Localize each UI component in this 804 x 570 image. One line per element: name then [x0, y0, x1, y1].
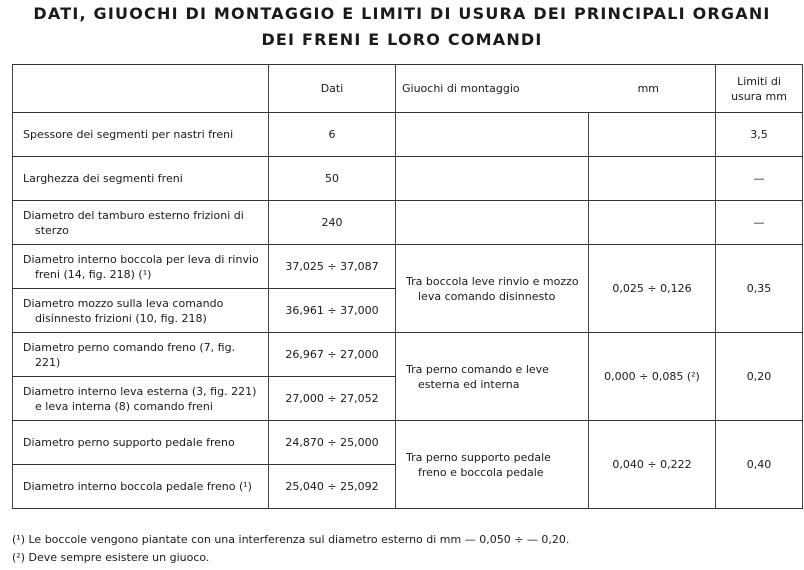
group-limite: 0,40	[715, 420, 803, 509]
title-line-2: DEI FRENI E LORO COMANDI	[261, 30, 543, 49]
empty-cell	[395, 200, 589, 245]
table-row: Spessore dei segmenti per nastri freni 6…	[12, 112, 803, 157]
header-empty	[12, 64, 269, 113]
table-row: Diametro interno boccola pedale freno (¹…	[12, 464, 803, 509]
row-desc: Diametro interno leva esterna (3, fig. 2…	[12, 376, 269, 421]
group-giuoco: Tra boccola leve rinvio e mozzo leva com…	[395, 244, 589, 333]
footnote-2: (²) Deve sempre esistere un giuoco.	[12, 551, 210, 564]
header-limiti: Limiti di usura mm	[715, 64, 803, 113]
row-dati: 36,961 ÷ 37,000	[268, 288, 396, 333]
table-row: Larghezza dei segmenti freni 50 —	[12, 156, 803, 201]
group-mm: 0,025 ÷ 0,126	[588, 244, 716, 333]
row-dati: 24,870 ÷ 25,000	[268, 420, 396, 465]
title-line-1: DATI, GIUOCHI DI MONTAGGIO E LIMITI DI U…	[33, 4, 771, 23]
table-row: Diametro perno comando freno (7, fig. 22…	[12, 332, 803, 421]
row-limite: 3,5	[715, 112, 803, 157]
row-desc: Spessore dei segmenti per nastri freni	[12, 112, 269, 157]
row-desc: Diametro mozzo sulla leva comando disinn…	[12, 288, 269, 333]
row-dati: 26,967 ÷ 27,000	[268, 332, 396, 377]
row-dati: 6	[268, 112, 396, 157]
empty-cell	[588, 200, 716, 245]
header-giuochi-cell: Giuochi di montaggio mm	[395, 64, 716, 113]
footnote-1: (¹) Le boccole vengono piantate con una …	[12, 533, 570, 546]
table-row: Diametro mozzo sulla leva comando disinn…	[12, 288, 803, 333]
empty-cell	[395, 156, 589, 201]
group-giuoco: Tra perno supporto pedale freno e boccol…	[395, 420, 589, 509]
row-dati: 27,000 ÷ 27,052	[268, 376, 396, 421]
empty-cell	[588, 112, 716, 157]
row-dati: 25,040 ÷ 25,092	[268, 464, 396, 509]
header-mm: mm	[637, 82, 659, 95]
row-desc: Diametro perno supporto pedale freno	[12, 420, 269, 465]
row-desc: Diametro interno boccola per leva di rin…	[12, 244, 269, 289]
row-dati: 37,025 ÷ 37,087	[268, 244, 396, 289]
group-limite: 0,20	[715, 332, 803, 421]
group-mm: 0,040 ÷ 0,222	[588, 420, 716, 509]
row-desc: Diametro interno boccola pedale freno (¹…	[12, 464, 269, 509]
group-limite: 0,35	[715, 244, 803, 333]
table-row: Diametro interno leva esterna (3, fig. 2…	[12, 376, 803, 421]
row-desc: Diametro perno comando freno (7, fig. 22…	[12, 332, 269, 377]
table-row: Diametro interno boccola per leva di rin…	[12, 244, 803, 333]
row-limite: —	[715, 156, 803, 201]
header-giuochi: Giuochi di montaggio	[402, 82, 520, 95]
row-dati: 240	[268, 200, 396, 245]
row-desc: Diametro del tamburo esterno frizioni di…	[12, 200, 269, 245]
empty-cell	[588, 156, 716, 201]
row-limite: —	[715, 200, 803, 245]
table-row: Diametro perno supporto pedale freno 24,…	[12, 420, 803, 509]
group-giuoco: Tra perno comando e leve esterna ed inte…	[395, 332, 589, 421]
empty-cell	[395, 112, 589, 157]
group-mm: 0,000 ÷ 0,085 (²)	[588, 332, 716, 421]
header-row: Dati Giuochi di montaggio mm Limiti di us…	[12, 64, 803, 113]
row-dati: 50	[268, 156, 396, 201]
data-table: Dati Giuochi di montaggio mm Limiti di us…	[12, 64, 803, 509]
row-desc: Larghezza dei segmenti freni	[12, 156, 269, 201]
header-dati: Dati	[268, 64, 396, 113]
table-row: Diametro del tamburo esterno frizioni di…	[12, 200, 803, 245]
